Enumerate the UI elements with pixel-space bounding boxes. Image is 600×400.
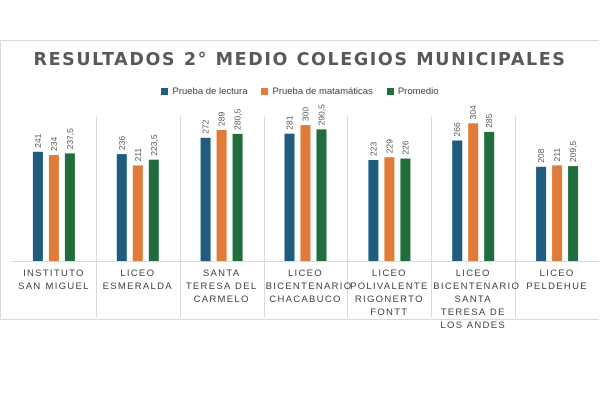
- data-label: 211: [552, 148, 562, 162]
- bar: [536, 166, 547, 262]
- data-label: 211: [133, 148, 143, 162]
- data-label: 241: [33, 133, 43, 147]
- bar: [200, 137, 211, 262]
- legend-item-matematicas: Prueba de matamáticas: [261, 86, 373, 97]
- legend-item-promedio: Promedio: [386, 86, 439, 97]
- chart-area: [0, 40, 599, 320]
- data-label: 208: [536, 148, 546, 162]
- category-label: LICEO ESMERALDA: [102, 268, 173, 292]
- bar: [148, 159, 159, 261]
- bar: [64, 153, 75, 261]
- bar: [552, 165, 563, 261]
- legend-label-promedio: Promedio: [397, 86, 439, 97]
- category-label: LICEO BICENTENARIO SANTA TERESA DE LOS A…: [433, 268, 521, 331]
- bar: [384, 157, 395, 261]
- legend-swatch-lectura: [161, 88, 169, 95]
- category-label: LICEO PELDEHUE: [526, 268, 588, 292]
- data-label: 234: [49, 137, 59, 151]
- bar: [216, 130, 227, 261]
- bar: [300, 125, 311, 261]
- bar: [232, 133, 243, 261]
- category-label: LICEO BICENTENARIO CHACABUCO: [265, 268, 353, 305]
- bar: [316, 129, 327, 261]
- legend-swatch-promedio: [386, 88, 394, 95]
- bar: [284, 133, 295, 261]
- data-label: 304: [468, 105, 478, 119]
- bar: [116, 154, 127, 261]
- category-label: LICEO POLIVALENTE RIGONERTO FONTT: [350, 268, 429, 318]
- data-label: 289: [217, 112, 227, 126]
- legend-swatch-matematicas: [261, 88, 269, 95]
- data-label: 281: [285, 115, 295, 129]
- category-label: SANTA TERESA DEL CARMELO: [185, 268, 258, 305]
- data-label: 237,5: [65, 128, 75, 150]
- data-label: 300: [301, 107, 311, 121]
- bar: [452, 140, 463, 261]
- data-label: 266: [452, 122, 462, 136]
- bar: [468, 123, 479, 262]
- data-label: 285: [484, 113, 494, 127]
- bar: [400, 158, 411, 261]
- legend-label-matematicas: Prueba de matamáticas: [272, 86, 373, 97]
- bar: [48, 155, 59, 261]
- bar: [484, 131, 495, 261]
- legend: Prueba de lectura Prueba de matamáticas …: [0, 86, 600, 97]
- legend-label-lectura: Prueba de lectura: [172, 86, 248, 97]
- bar: [32, 151, 43, 261]
- data-label: 236: [117, 136, 127, 150]
- bar: [568, 166, 579, 261]
- legend-item-lectura: Prueba de lectura: [161, 86, 247, 97]
- data-label: 223: [368, 142, 378, 156]
- data-label: 290,5: [317, 104, 327, 126]
- data-label: 272: [201, 119, 211, 133]
- data-label: 223,5: [149, 134, 159, 156]
- bar: [132, 165, 143, 261]
- chart-title: RESULTADOS 2° MEDIO COLEGIOS MUNICIPALES: [33, 50, 567, 70]
- data-label: 229: [384, 139, 394, 153]
- category-label: INSTITUTO SAN MIGUEL: [18, 268, 90, 292]
- data-label: 209,5: [568, 141, 578, 163]
- bar: [368, 160, 379, 261]
- data-label: 280,5: [233, 108, 243, 130]
- data-label: 226: [400, 140, 410, 154]
